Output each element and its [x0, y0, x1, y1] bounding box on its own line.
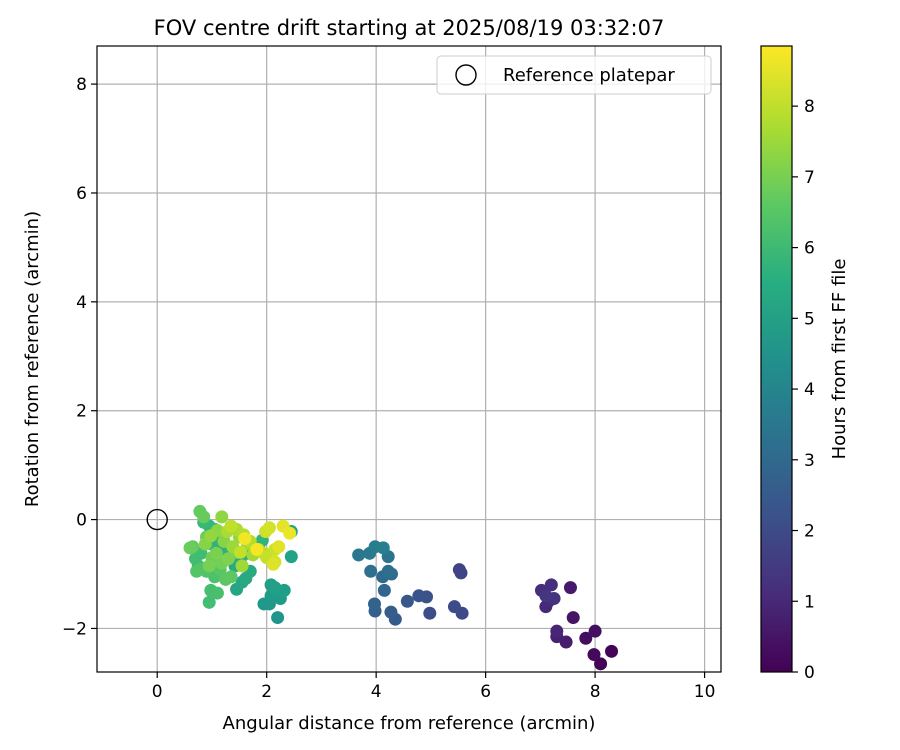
x-tick-label: 4	[371, 682, 382, 702]
y-tick-label: 8	[76, 75, 87, 95]
colorbar-tick-label: 8	[804, 97, 815, 117]
x-tick-label: 2	[261, 682, 272, 702]
y-axis: −2 0 2 4 6 8	[62, 75, 97, 639]
data-point	[550, 624, 564, 638]
data-point	[283, 526, 297, 540]
x-axis: 0 2 4 6 8 10	[152, 672, 716, 702]
data-point	[384, 605, 398, 619]
data-point	[224, 570, 238, 584]
colorbar-label: Hours from first FF file	[829, 259, 850, 460]
data-point	[272, 540, 286, 554]
data-point	[594, 657, 608, 671]
legend-box	[436, 55, 712, 95]
data-point	[376, 541, 390, 555]
data-point	[412, 589, 426, 603]
data-point	[423, 606, 437, 620]
data-point	[262, 521, 276, 535]
data-point	[268, 581, 282, 595]
data-point	[233, 545, 247, 559]
y-tick-label: 6	[76, 184, 87, 204]
x-tick-label: 6	[480, 682, 491, 702]
colorbar-tick-label: 1	[804, 592, 815, 612]
data-point	[539, 589, 553, 603]
data-point	[400, 594, 414, 608]
colorbar: 0 1 2 3 4 5 6 7 8 Hours from first FF file	[760, 45, 850, 683]
scatter-points	[183, 504, 619, 671]
data-point	[352, 548, 366, 562]
data-point	[197, 510, 211, 524]
plot-frame	[96, 45, 722, 673]
data-point	[605, 644, 619, 658]
y-tick-label: 0	[76, 511, 87, 531]
reference-marker-group	[146, 508, 168, 531]
x-tick-label: 0	[152, 682, 163, 702]
grid	[97, 46, 721, 672]
data-point	[202, 595, 216, 609]
data-point	[544, 578, 558, 592]
data-point	[189, 552, 203, 566]
data-point	[454, 566, 468, 580]
colorbar-tick-label: 5	[804, 309, 815, 329]
data-point	[381, 564, 395, 578]
colorbar-ticks: 0 1 2 3 4 5 6 7 8	[792, 97, 815, 683]
x-tick-label: 10	[694, 682, 716, 702]
y-tick-label: −2	[62, 619, 87, 639]
data-point	[190, 564, 204, 578]
data-point	[447, 600, 461, 614]
data-point	[204, 529, 218, 543]
legend-marker	[455, 64, 477, 86]
colorbar-tick-label: 0	[804, 663, 815, 683]
colorbar-tick-label: 6	[804, 239, 815, 259]
colorbar-tick-label: 4	[804, 380, 815, 400]
x-axis-label: Angular distance from reference (arcmin)	[223, 713, 596, 734]
x-tick-label: 8	[590, 682, 601, 702]
data-point	[224, 519, 238, 533]
data-point	[563, 581, 577, 595]
data-point	[377, 583, 391, 597]
data-point	[579, 631, 593, 645]
data-point	[202, 559, 216, 573]
data-point	[364, 564, 378, 578]
data-point	[209, 546, 223, 560]
data-point	[266, 557, 280, 571]
colorbar-tick-label: 3	[804, 451, 815, 471]
data-point	[215, 510, 229, 524]
colorbar-gradient	[760, 45, 793, 673]
data-point	[238, 532, 252, 546]
data-point	[271, 611, 285, 625]
y-tick-label: 4	[76, 293, 87, 313]
data-point	[368, 597, 382, 611]
data-point	[587, 648, 601, 662]
colorbar-tick-label: 2	[804, 522, 815, 542]
y-axis-label: Rotation from reference (arcmin)	[22, 211, 43, 507]
chart-title: FOV centre drift starting at 2025/08/19 …	[154, 16, 665, 40]
data-point	[183, 541, 197, 555]
reference-marker	[146, 508, 168, 531]
data-point	[210, 586, 224, 600]
colorbar-tick-label: 7	[804, 168, 815, 188]
y-tick-label: 2	[76, 402, 87, 422]
legend: Reference platepar	[436, 55, 712, 95]
data-point	[588, 624, 602, 638]
data-point	[566, 611, 580, 625]
data-point	[235, 559, 249, 573]
legend-label: Reference platepar	[503, 65, 675, 86]
data-point	[284, 550, 298, 564]
data-point	[250, 543, 264, 557]
